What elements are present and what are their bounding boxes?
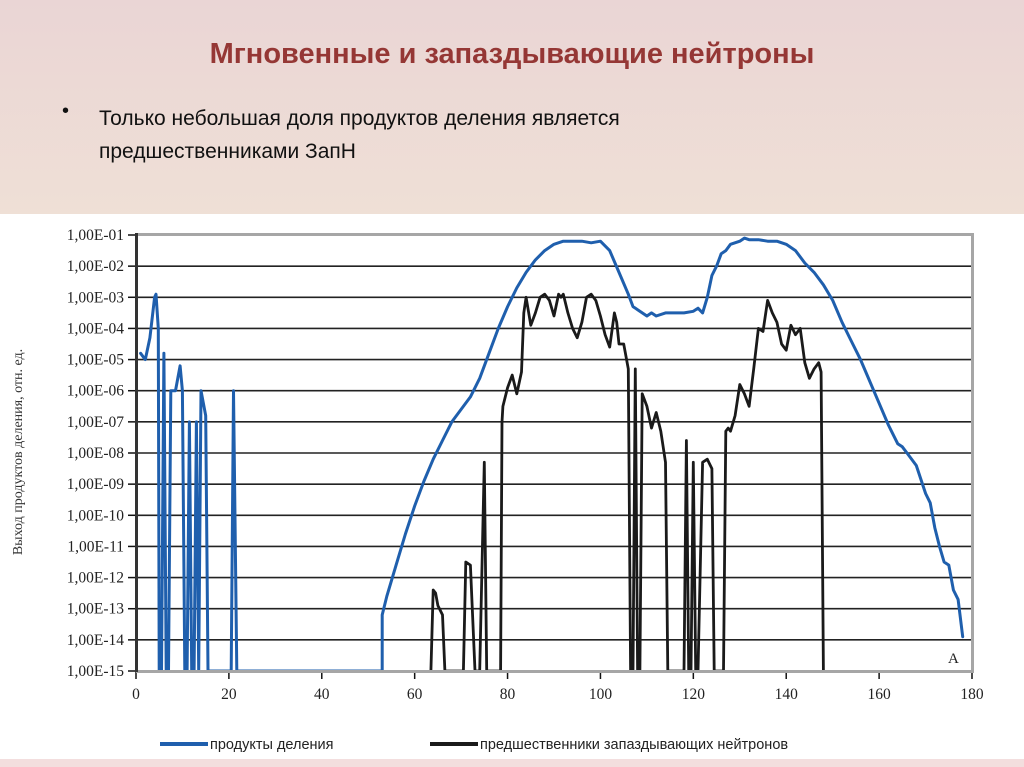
y-tick-label: 1,00E-01: [67, 227, 124, 244]
plot-frame-right: [971, 233, 974, 672]
bullet-icon: •: [62, 100, 70, 122]
legend-label-fission-products: продукты деления: [210, 737, 334, 753]
footer-band: [0, 759, 1024, 767]
y-tick-label: 1,00E-08: [67, 445, 125, 462]
y-tick-label: 1,00E-05: [67, 352, 125, 369]
x-tick-label: 80: [500, 686, 516, 703]
y-tick-label: 1,00E-15: [67, 663, 125, 680]
y-tick-label: 1,00E-02: [67, 258, 124, 275]
y-tick-label: 1,00E-03: [67, 289, 125, 306]
slide-header: Мгновенные и запаздывающие нейтроны • То…: [0, 0, 1024, 214]
plot-frame-bottom: [136, 670, 974, 673]
x-tick-label: 40: [314, 686, 330, 703]
series-line-fission-products: [139, 236, 965, 673]
plot-frame-top: [136, 233, 974, 236]
y-tick-label: 1,00E-13: [67, 601, 125, 618]
y-tick-label: 1,00E-07: [67, 414, 125, 431]
y-axis-ticks: 1,00E-01 1,00E-02 1,00E-03 1,00E-04 1,00E-05…: [67, 227, 136, 680]
x-tick-label: 20: [221, 686, 237, 703]
chart-gridlines: [136, 265, 972, 641]
y-tick-label: 1,00E-09: [67, 476, 125, 493]
y-tick-label: 1,00E-06: [67, 383, 125, 400]
x-tick-label: 100: [589, 686, 613, 703]
legend-item-fission-products: продукты деления: [160, 737, 334, 753]
legend: продукты деления предшественники запазды…: [160, 737, 788, 753]
x-tick-label: 0: [132, 686, 140, 703]
y-tick-label: 1,00E-12: [67, 570, 124, 587]
x-axis-ticks: 0 20 40 60 80 100 120 140 160 180: [132, 671, 984, 703]
x-tick-label: 120: [682, 686, 706, 703]
x-tick-label: 160: [867, 686, 891, 703]
y-axis-label: Выход продуктов деления, отн. ед.: [11, 349, 26, 555]
legend-item-delayed-neutron-precursors: предшественники запаздывающих нейтронов: [430, 737, 788, 753]
x-tick-label: 180: [960, 686, 984, 703]
panel-annotation: A: [948, 651, 959, 667]
x-tick-label: 140: [775, 686, 799, 703]
x-tick-label: 60: [407, 686, 423, 703]
slide-title: Мгновенные и запаздывающие нейтроны: [209, 38, 815, 70]
legend-label-delayed-neutron-precursors: предшественники запаздывающих нейтронов: [480, 737, 788, 753]
y-tick-label: 1,00E-14: [67, 632, 125, 649]
y-tick-label: 1,00E-10: [67, 507, 125, 524]
y-tick-label: 1,00E-11: [67, 538, 124, 555]
y-tick-label: 1,00E-04: [67, 320, 125, 337]
plot-frame-left: [135, 233, 138, 672]
bullet-text: Только небольшая доля продуктов деления …: [99, 107, 620, 163]
